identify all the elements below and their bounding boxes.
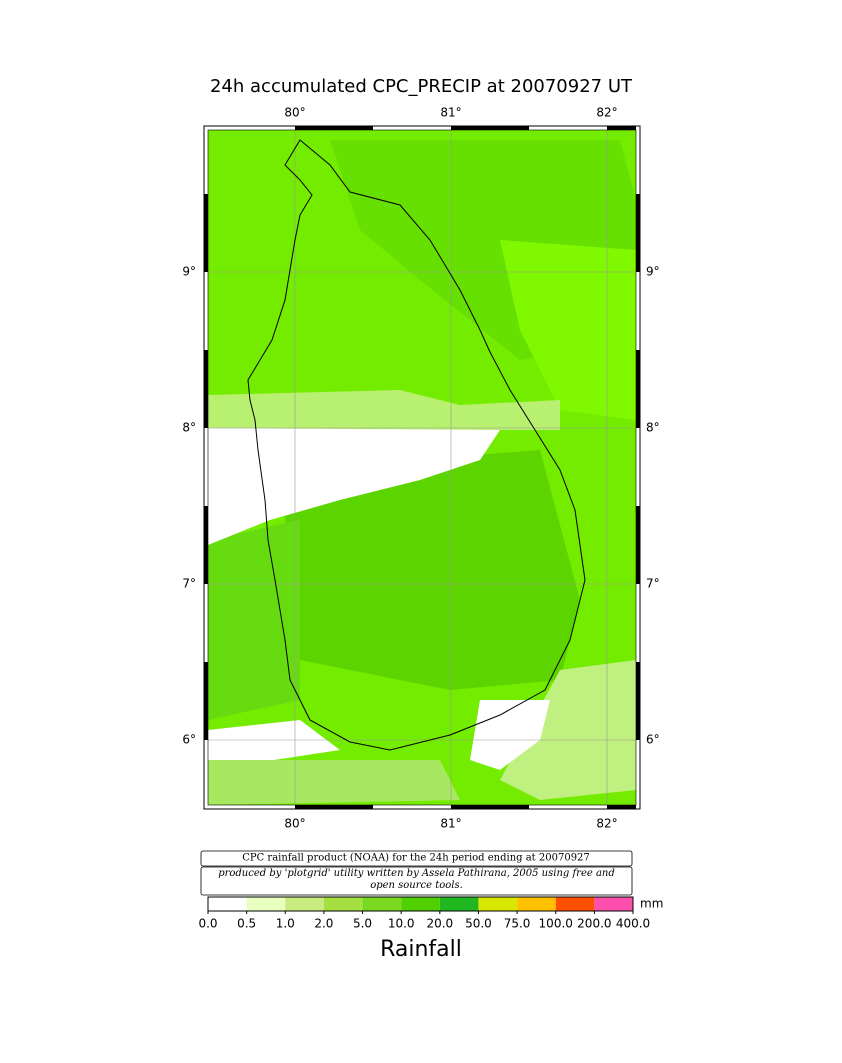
colorbar-swatch [517,897,556,911]
colorbar-swatch [401,897,440,911]
colorbar-swatch [478,897,518,911]
colorbar-label: 2.0 [314,917,333,931]
lon-label: 81° [440,817,461,831]
colorbar-swatch [362,897,402,911]
raster-zone [208,760,460,805]
colorbar-frame [207,896,634,912]
raster-zone [500,660,636,800]
colorbar-swatch [555,897,595,911]
lon-labels: 80° 81° 82° 80° 81° 82° [284,106,617,831]
colorbar-label: 400.0 [616,917,650,931]
lat-label: 6° [646,733,660,747]
colorbar-label: 100.0 [539,917,573,931]
credit-box [200,850,633,867]
colorbar-label: 5.0 [353,917,372,931]
lon-label: 80° [284,817,305,831]
colorbar-swatch [323,897,363,911]
colorbar-label: 1.0 [276,917,295,931]
lat-labels: 9° 8° 7° 6° 9° 8° 7° 6° [182,265,659,747]
lat-label: 8° [182,421,196,435]
colorbar-label: 0.0 [198,917,217,931]
map-frame-inner [207,129,637,806]
credit-note-wrap: produced by 'plotgrid' utility written b… [218,868,615,891]
raster-zone [280,450,580,690]
credit-line: CPC rainfall product (NOAA) for the 24h … [242,853,590,864]
colorbar-label: 10.0 [388,917,415,931]
colorbar-swatch [208,897,247,911]
map-frame [203,125,641,810]
lat-label: 8° [646,421,660,435]
coastline [247,139,586,751]
map-title: 24h accumulated CPC_PRECIP at 20070927 U… [210,76,633,97]
raster-dry [208,428,500,545]
colorbar-swatch [246,897,286,911]
lat-label: 6° [182,733,196,747]
colorbar-label: 20.0 [426,917,453,931]
raster-zone [500,240,636,420]
frame-ticks [204,126,640,809]
colorbar-title: Rainfall [380,937,462,962]
raster-zone [208,390,560,430]
raster-zone [208,520,300,720]
lon-label: 81° [440,106,461,120]
colorbar-label: 50.0 [465,917,492,931]
colorbar-swatch [285,897,324,911]
colorbar-unit: mm [640,897,663,911]
credit-note: produced by 'plotgrid' utility written b… [218,868,615,891]
lat-label: 9° [182,265,196,279]
lat-label: 7° [646,577,660,591]
lat-label: 9° [646,265,660,279]
lon-label: 82° [596,817,617,831]
colorbar-swatch [594,897,633,911]
colorbar-label: 200.0 [577,917,611,931]
colorbar-label: 75.0 [504,917,531,931]
colorbar: 0.0 0.5 1.0 2.0 5.0 10.0 20.0 50.0 75.0 100.0 200.… [198,896,650,931]
lat-label: 7° [182,577,196,591]
lon-label: 82° [596,106,617,120]
lon-label: 80° [284,106,305,120]
colorbar-label: 0.5 [237,917,256,931]
colorbar-swatch [439,897,479,911]
raster-dry [470,700,550,770]
raster-dry [208,720,340,770]
credit-box [200,866,633,896]
rainfall-raster [208,130,636,805]
